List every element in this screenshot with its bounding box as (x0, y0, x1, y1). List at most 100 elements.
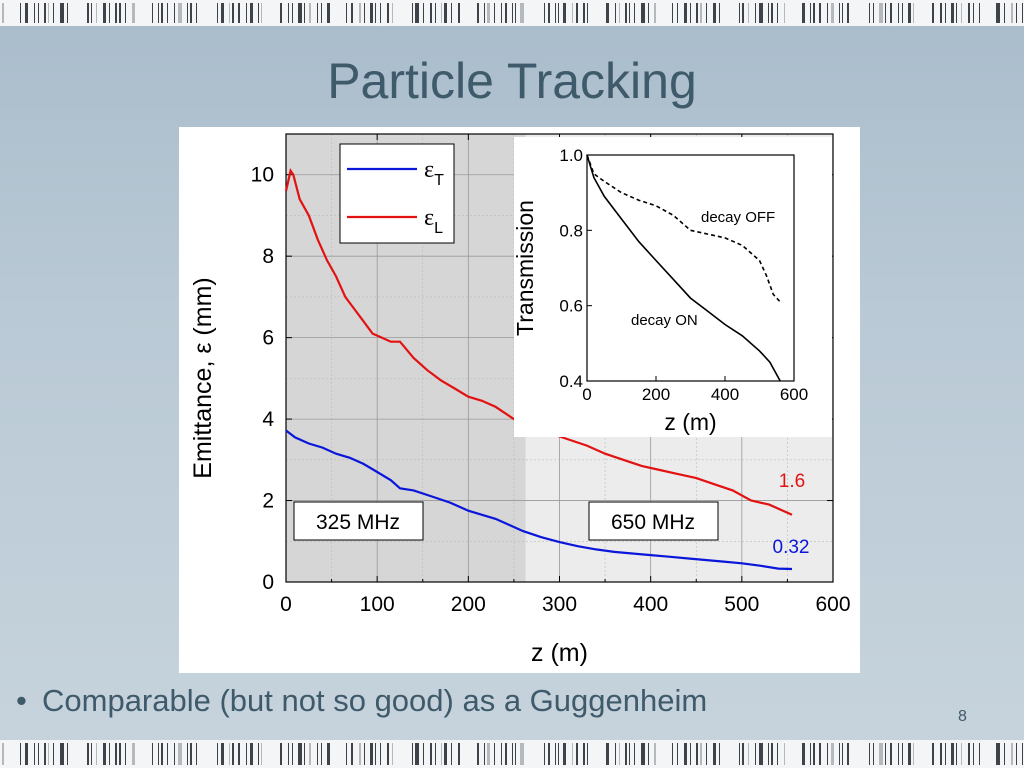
barcode-bar (380, 3, 381, 23)
y-tick-label: 0 (262, 571, 274, 594)
barcode-bar (648, 3, 649, 23)
inset-x-tick-label: 600 (780, 385, 808, 404)
barcode-bar (908, 3, 911, 23)
barcode-bar (813, 743, 815, 765)
barcode-bar (968, 3, 970, 23)
barcode-bar (109, 743, 110, 765)
barcode-bar (784, 3, 785, 23)
annotation-eps-T-final: 0.32 (773, 537, 810, 558)
bottom-barcode-strip (0, 740, 1024, 768)
barcode-bar (415, 743, 419, 765)
barcode-bar (167, 3, 168, 23)
barcode-bar (167, 743, 168, 765)
barcode-bar (2, 743, 4, 765)
barcode-bar (677, 743, 678, 765)
barcode-bar (748, 3, 749, 23)
barcode-bar (196, 743, 197, 765)
barcode-bar (515, 3, 516, 23)
barcode-bar (1011, 743, 1013, 765)
barcode-bar (544, 743, 545, 765)
y-axis-label: Emittance, ε (mm) (189, 277, 217, 478)
barcode-bar (771, 743, 773, 765)
barcode-bar (951, 743, 954, 765)
legend-symbol: ε (424, 157, 434, 183)
barcode-bar (415, 3, 419, 23)
barcode-bar (684, 3, 687, 23)
barcode-bar (771, 3, 773, 23)
barcode-bar (555, 743, 556, 765)
barcode-bar (435, 743, 436, 765)
barcode-bar (1011, 3, 1013, 23)
barcode-bar (309, 743, 311, 765)
barcode-bar (441, 3, 442, 23)
barcode-bar (91, 743, 92, 765)
bullet-item: • Comparable (but not so good) as a Gugge… (16, 683, 707, 719)
barcode-bar (298, 3, 302, 23)
barcode-bar (174, 3, 175, 23)
barcode-bar (810, 3, 811, 23)
barcode-bar (831, 743, 834, 765)
barcode-bar (217, 743, 218, 765)
barcode-bar (25, 743, 28, 765)
barcode-bar (755, 3, 756, 23)
barcode-bar (178, 743, 182, 765)
barcode-bar (748, 743, 749, 765)
barcode-bar (696, 3, 698, 23)
region-label-325mhz: 325 MHz (293, 501, 424, 541)
barcode-bar (847, 743, 849, 765)
barcode-bar (940, 743, 942, 765)
barcode-bar (956, 3, 957, 23)
barcode-bar (810, 743, 811, 765)
barcode-bar (387, 3, 389, 23)
barcode-bar (132, 3, 135, 23)
barcode-bar (572, 3, 573, 23)
barcode-bar (238, 3, 240, 23)
barcode-bar (115, 3, 117, 23)
inset-y-tick-label: 0.8 (559, 221, 583, 240)
barcode-bar (634, 3, 635, 23)
barcode-bar (221, 3, 224, 23)
inset-y-tick-label: 1.0 (559, 146, 583, 165)
region-label-650mhz-text: 650 MHz (611, 511, 695, 534)
barcode-bar (351, 743, 353, 765)
inset-label-decay-on: decay ON (631, 312, 698, 329)
barcode-bar (759, 3, 763, 23)
barcode-bar (1016, 3, 1017, 23)
y-tick-label: 2 (262, 490, 274, 513)
barcode-bar (250, 743, 253, 765)
inset-x-tick-label: 400 (711, 385, 739, 404)
barcode-bar (548, 3, 550, 23)
annotation-eps-L-final: 1.6 (779, 471, 805, 492)
barcode-bar (606, 3, 609, 23)
barcode-bar (690, 743, 691, 765)
barcode-bar (34, 3, 35, 23)
barcode-bar (229, 743, 230, 765)
barcode-bar (487, 3, 490, 23)
barcode-bar (232, 3, 234, 23)
barcode-bar (327, 3, 330, 23)
barcode-bar (246, 3, 247, 23)
barcode-bar (520, 3, 524, 23)
barcode-bar (576, 3, 578, 23)
barcode-bar (261, 743, 262, 765)
barcode-bar (869, 743, 870, 765)
legend-subscript: T (434, 172, 444, 189)
barcode-bar (60, 743, 64, 765)
barcode-bar (961, 743, 962, 765)
barcode-bar (819, 3, 821, 23)
barcode-bar (619, 3, 620, 23)
barcode-bar (755, 743, 756, 765)
barcode-bar (583, 3, 585, 23)
bullet-text: Comparable (but not so good) as a Guggen… (42, 683, 708, 718)
barcode-bar (768, 743, 769, 765)
barcode-bar (161, 3, 163, 23)
barcode-bar (587, 3, 588, 23)
barcode-bar (423, 743, 424, 765)
barcode-bar (706, 3, 707, 23)
barcode-bar (641, 3, 645, 23)
barcode-bar (520, 743, 524, 765)
barcode-bar (951, 3, 954, 23)
barcode-bar (641, 743, 645, 765)
barcode-bar (221, 743, 224, 765)
barcode-bar (25, 3, 28, 23)
